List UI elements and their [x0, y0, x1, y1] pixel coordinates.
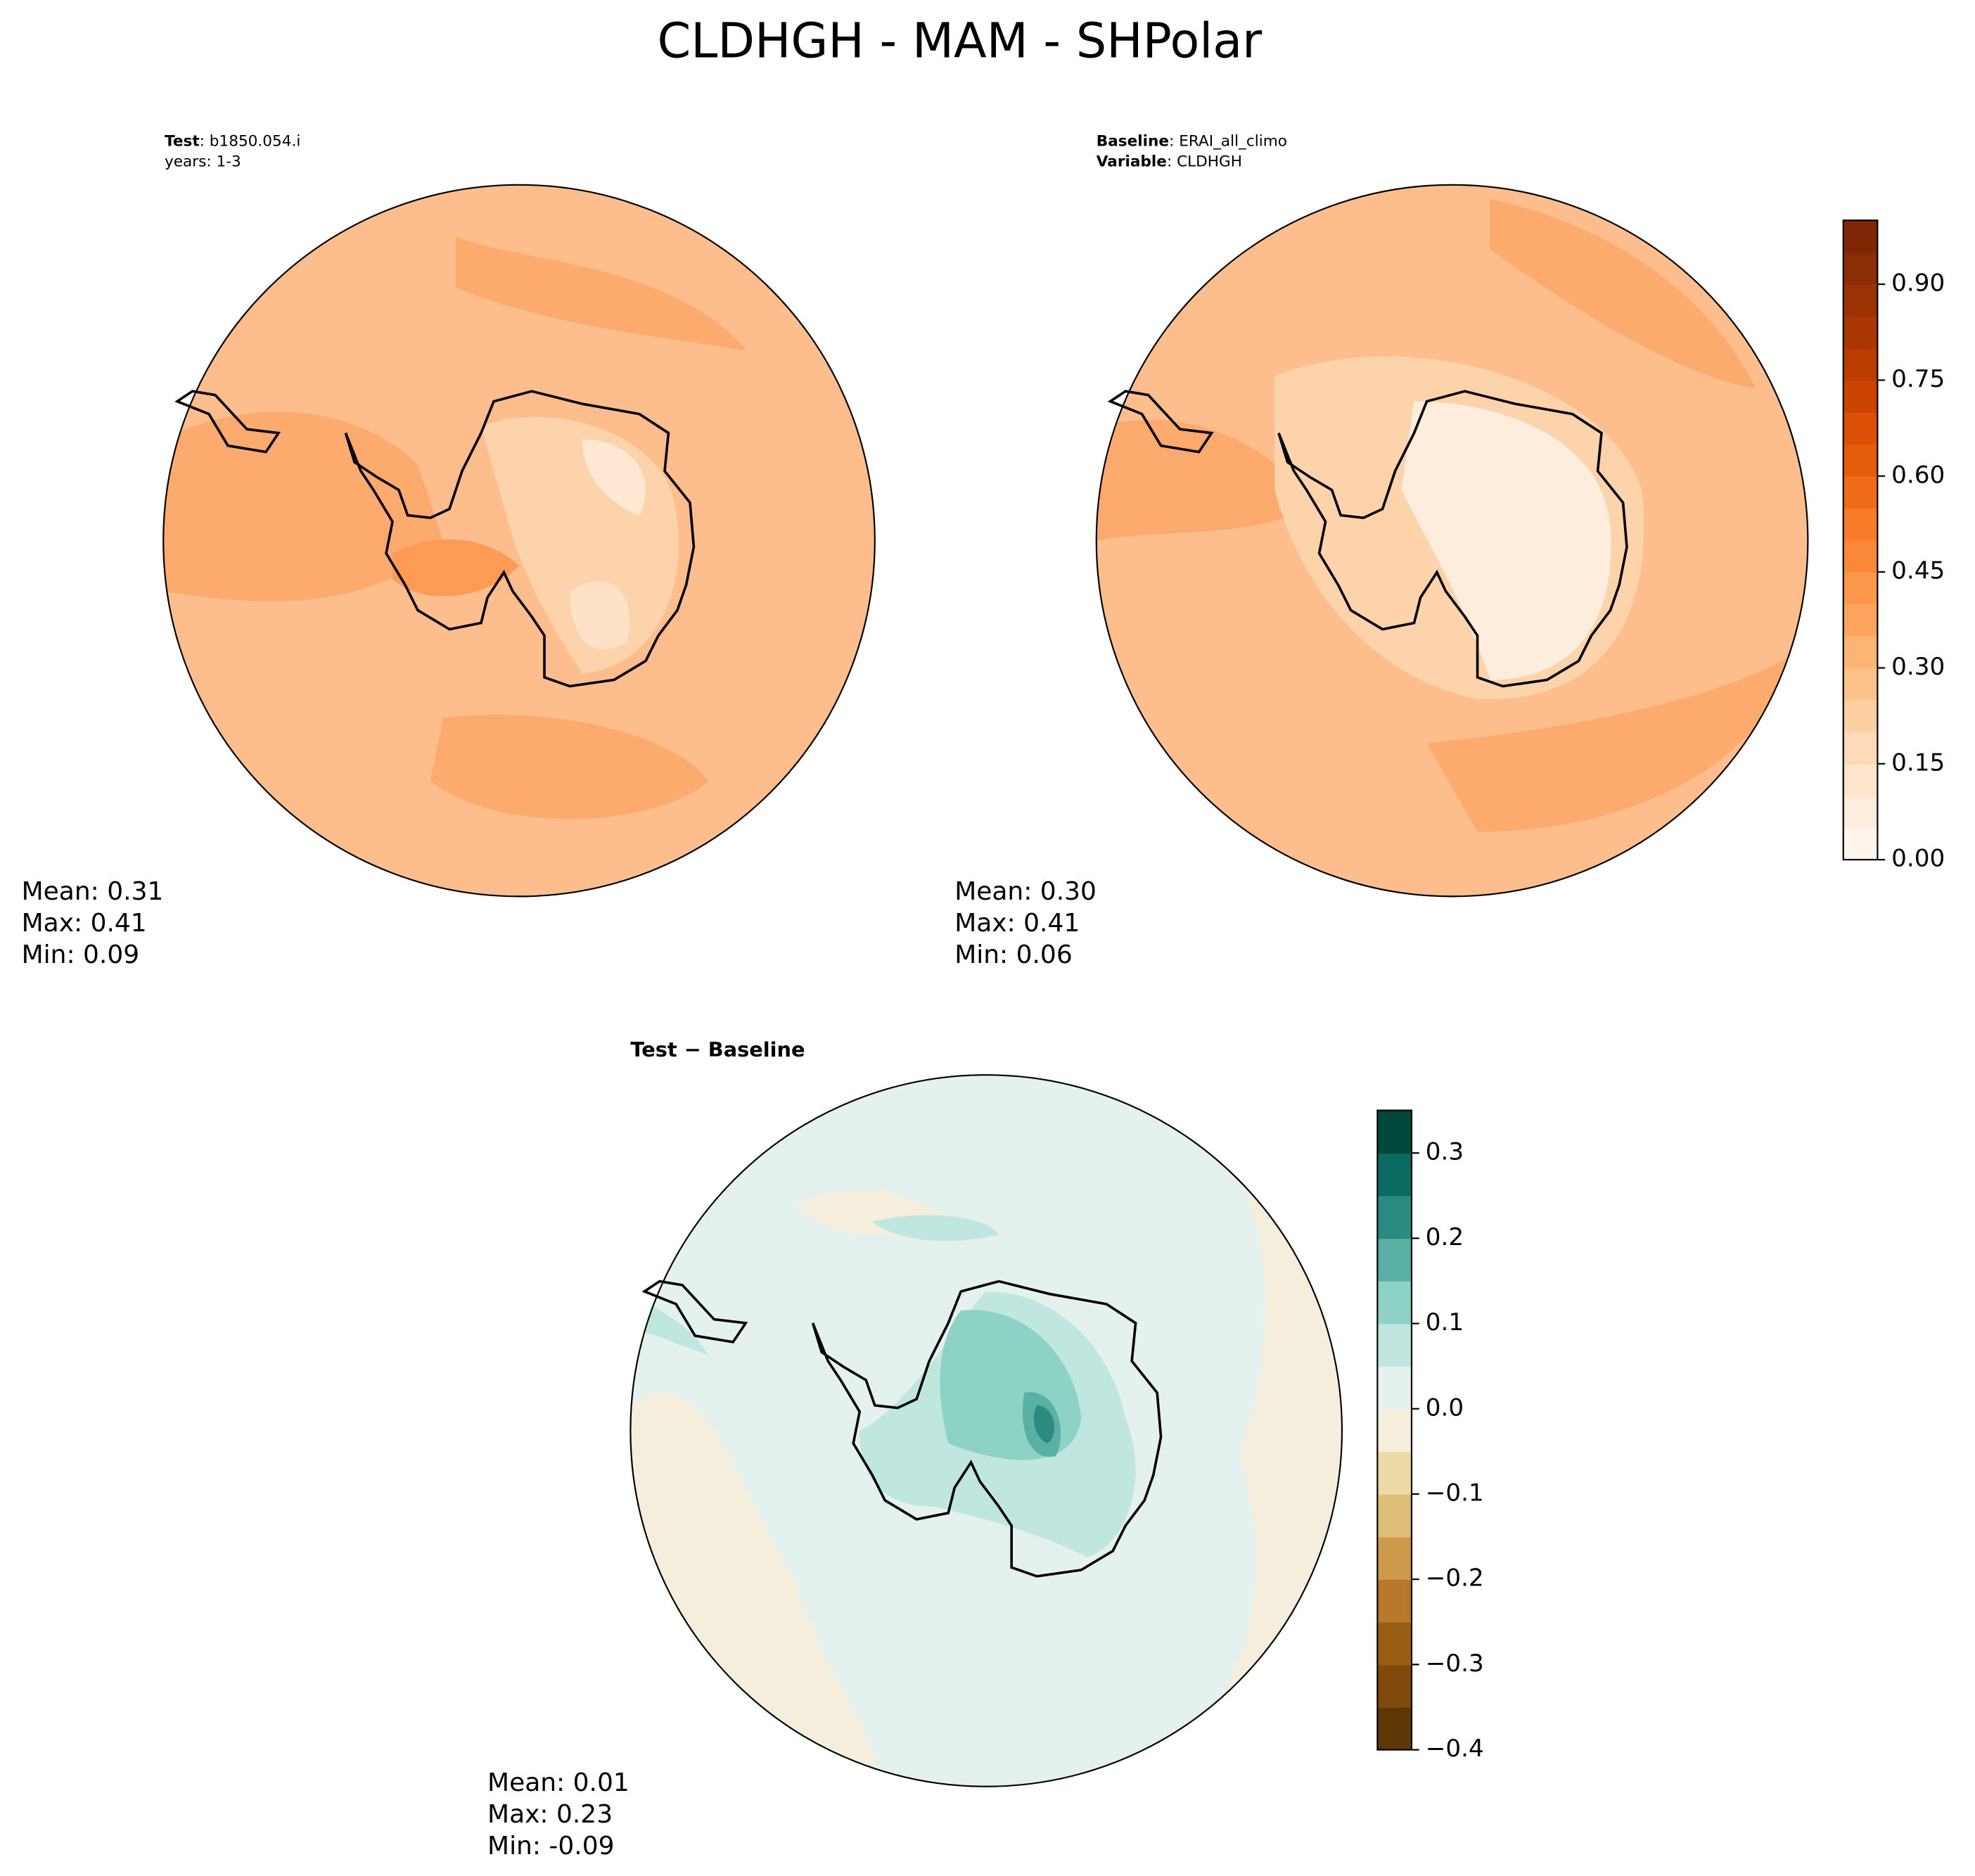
- colorbar-band: [1377, 1366, 1412, 1410]
- chart-title: CLDHGH - MAM - SHPolar: [658, 14, 1263, 70]
- colorbar-tick-label: 0.75: [1891, 365, 1945, 393]
- colorbar-frame: [1842, 219, 1879, 861]
- stat-line: Min: -0.09: [487, 1832, 615, 1861]
- contour: [1033, 1405, 1055, 1443]
- colorbar-band: [1843, 668, 1878, 701]
- colorbar-band: [1377, 1110, 1412, 1154]
- colorbar-tick-label: 0.1: [1426, 1308, 1464, 1336]
- contour: [1426, 654, 1794, 832]
- map-baseline: [1095, 184, 1809, 898]
- contour: [163, 411, 444, 601]
- colorbar-tick-label: 0.0: [1426, 1393, 1464, 1422]
- stat-line: Min: 0.06: [954, 940, 1073, 969]
- colorbar-tick-label: −0.1: [1426, 1479, 1484, 1507]
- colorbar-band: [1843, 347, 1878, 381]
- colorbar-tick-label: 0.45: [1891, 557, 1945, 585]
- colorbar-band: [1843, 252, 1878, 285]
- colorbar-band: [1377, 1493, 1412, 1538]
- panel-header: Test: b1850.054.i: [165, 133, 300, 151]
- contour: [392, 539, 520, 596]
- colorbar-band: [1843, 763, 1878, 797]
- colorbar-tick-label: 0.3: [1426, 1138, 1464, 1166]
- colorbar-band: [1843, 540, 1878, 573]
- colorbar-band: [1843, 444, 1878, 477]
- colorbar-tick-label: 0.2: [1426, 1223, 1464, 1251]
- stat-line: Mean: 0.30: [954, 877, 1097, 906]
- stat-line: Mean: 0.01: [487, 1768, 629, 1797]
- colorbar-tick-label: 0.60: [1891, 461, 1945, 489]
- contour: [1096, 420, 1313, 541]
- panel-header: Variable: CLDHGH: [1097, 153, 1242, 170]
- header-text: : ERAI_all_climo: [1169, 133, 1287, 151]
- colorbar-band: [1377, 1536, 1412, 1581]
- colorbar-band: [1843, 476, 1878, 509]
- map-border: [162, 184, 876, 898]
- colorbar-band: [1377, 1621, 1412, 1666]
- stat-line: Max: 0.41: [954, 909, 1080, 938]
- colorbar-tick-label: −0.4: [1426, 1735, 1484, 1763]
- contour: [872, 1215, 999, 1242]
- colorbar-band: [1843, 508, 1878, 541]
- panel-header: Test − Baseline: [630, 1038, 805, 1061]
- contour: [570, 581, 630, 649]
- header-text: years: 1-3: [165, 153, 241, 170]
- contour: [430, 714, 710, 819]
- stat-line: Min: 0.09: [22, 940, 140, 969]
- colorbar-band: [1377, 1706, 1412, 1751]
- colorbar-band: [1377, 1153, 1412, 1197]
- map-difference: [629, 1074, 1343, 1787]
- header-label: Baseline: [1097, 133, 1169, 151]
- colorbar-band: [1843, 284, 1878, 317]
- colorbar-band: [1843, 699, 1878, 733]
- colorbar-frame: [1376, 1109, 1413, 1751]
- colorbar-tick-label: 0.00: [1891, 845, 1945, 873]
- colorbar-band: [1377, 1664, 1412, 1708]
- header-label: Test: [165, 133, 200, 151]
- colorbar-band: [1843, 411, 1878, 445]
- header-text: : CLDHGH: [1167, 153, 1242, 170]
- colorbar-band: [1843, 380, 1878, 413]
- colorbar-band: [1377, 1323, 1412, 1367]
- colorbar-band: [1843, 604, 1878, 637]
- colorbar-band: [1843, 572, 1878, 605]
- colorbar-band: [1377, 1280, 1412, 1325]
- colorbar-band: [1843, 827, 1878, 861]
- colorbar-band: [1843, 732, 1878, 765]
- header-label: Variable: [1097, 153, 1167, 170]
- colorbar-tick-label: −0.3: [1426, 1650, 1484, 1678]
- map-border: [1095, 184, 1809, 898]
- colorbar-band: [1843, 796, 1878, 829]
- stat-line: Max: 0.23: [487, 1800, 613, 1829]
- colorbar-band: [1377, 1195, 1412, 1239]
- colorbar-band: [1843, 316, 1878, 349]
- panel-header: years: 1-3: [165, 153, 241, 170]
- contour: [582, 439, 646, 516]
- colorbar-tick-label: −0.2: [1426, 1564, 1484, 1593]
- colorbar-band: [1843, 636, 1878, 669]
- panel-header: Baseline: ERAI_all_climo: [1097, 133, 1287, 151]
- header-label: Test − Baseline: [630, 1038, 805, 1061]
- colorbar-tick-label: 0.30: [1891, 653, 1945, 681]
- colorbar-band: [1377, 1579, 1412, 1623]
- colorbar-band: [1377, 1408, 1412, 1453]
- colorbar-band: [1377, 1238, 1412, 1282]
- contour: [456, 236, 748, 351]
- colorbar-band: [1843, 220, 1878, 253]
- colorbar-band: [1377, 1451, 1412, 1495]
- stat-line: Max: 0.41: [22, 909, 147, 938]
- map-test: [162, 184, 876, 898]
- map-border: [629, 1074, 1343, 1787]
- header-text: : b1850.054.i: [200, 133, 301, 151]
- colorbar-tick-label: 0.15: [1891, 748, 1945, 777]
- contour: [1490, 198, 1756, 389]
- contour: [1401, 401, 1611, 680]
- colorbar-tick-label: 0.90: [1891, 269, 1945, 298]
- stat-line: Mean: 0.31: [22, 877, 164, 906]
